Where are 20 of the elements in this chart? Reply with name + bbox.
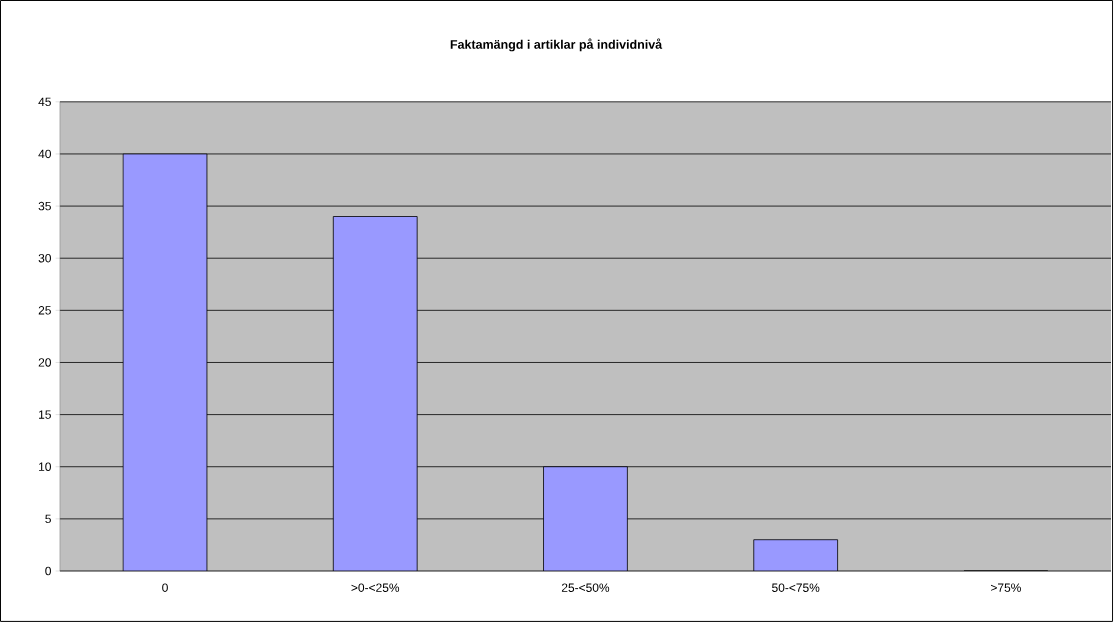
- y-tick-label: 5: [45, 514, 51, 524]
- y-tick-label: 40: [38, 149, 51, 159]
- bar: [122, 153, 208, 572]
- y-tick-label: 30: [38, 254, 51, 263]
- bar: [543, 466, 628, 572]
- y-tick-label: 35: [38, 201, 51, 211]
- y-tick-label: 15: [39, 410, 51, 419]
- y-tick-label: 0: [45, 566, 51, 576]
- x-tick-label: 50-<75%: [772, 583, 820, 592]
- y-tick-label: 10: [39, 462, 51, 472]
- x-tick-label: >75%: [991, 583, 1021, 592]
- y-tick-label: 45: [38, 97, 51, 107]
- y-tick-label: 20: [38, 358, 51, 367]
- x-tick-label: 25-<50%: [561, 583, 610, 592]
- x-tick-label: 0: [162, 583, 168, 592]
- y-tick-label: 25: [38, 306, 51, 315]
- x-tick-label: >0-<25%: [351, 583, 400, 592]
- bar: [753, 539, 839, 572]
- chart-title: Faktamängd i artiklar på individnivå: [450, 38, 663, 52]
- bar: [332, 216, 418, 572]
